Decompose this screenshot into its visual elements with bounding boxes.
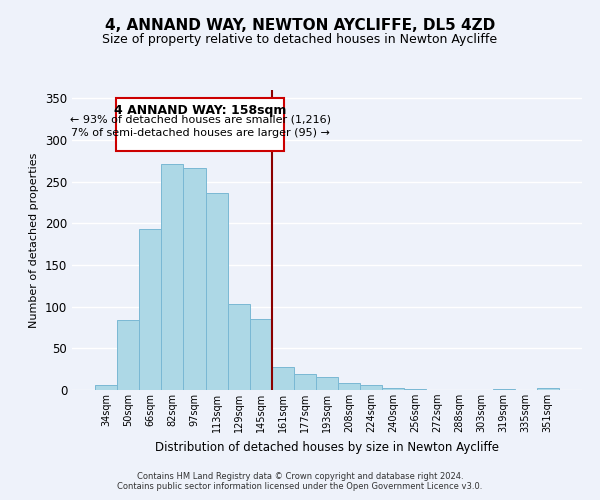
Text: Contains HM Land Registry data © Crown copyright and database right 2024.: Contains HM Land Registry data © Crown c…: [137, 472, 463, 481]
Text: 4 ANNAND WAY: 158sqm: 4 ANNAND WAY: 158sqm: [114, 104, 286, 117]
Text: ← 93% of detached houses are smaller (1,216): ← 93% of detached houses are smaller (1,…: [70, 115, 331, 125]
Text: 4, ANNAND WAY, NEWTON AYCLIFFE, DL5 4ZD: 4, ANNAND WAY, NEWTON AYCLIFFE, DL5 4ZD: [105, 18, 495, 32]
Text: Size of property relative to detached houses in Newton Aycliffe: Size of property relative to detached ho…: [103, 32, 497, 46]
Bar: [206, 192, 227, 390]
Text: Contains public sector information licensed under the Open Government Licence v3: Contains public sector information licen…: [118, 482, 482, 491]
Bar: [294, 374, 316, 390]
Bar: [184, 168, 206, 390]
Bar: [360, 385, 382, 390]
Bar: [338, 384, 360, 390]
Bar: [272, 366, 294, 390]
Bar: [493, 389, 515, 390]
Bar: [139, 229, 161, 390]
Bar: [382, 388, 404, 390]
Bar: [117, 320, 139, 390]
Bar: [316, 376, 338, 390]
Bar: [227, 304, 250, 390]
Bar: [161, 164, 184, 390]
X-axis label: Distribution of detached houses by size in Newton Aycliffe: Distribution of detached houses by size …: [155, 440, 499, 454]
Text: 7% of semi-detached houses are larger (95) →: 7% of semi-detached houses are larger (9…: [71, 128, 329, 138]
Bar: [95, 385, 117, 390]
Bar: [250, 319, 272, 390]
Y-axis label: Number of detached properties: Number of detached properties: [29, 152, 40, 328]
Bar: [404, 389, 427, 390]
Bar: [537, 388, 559, 390]
FancyBboxPatch shape: [116, 98, 284, 151]
